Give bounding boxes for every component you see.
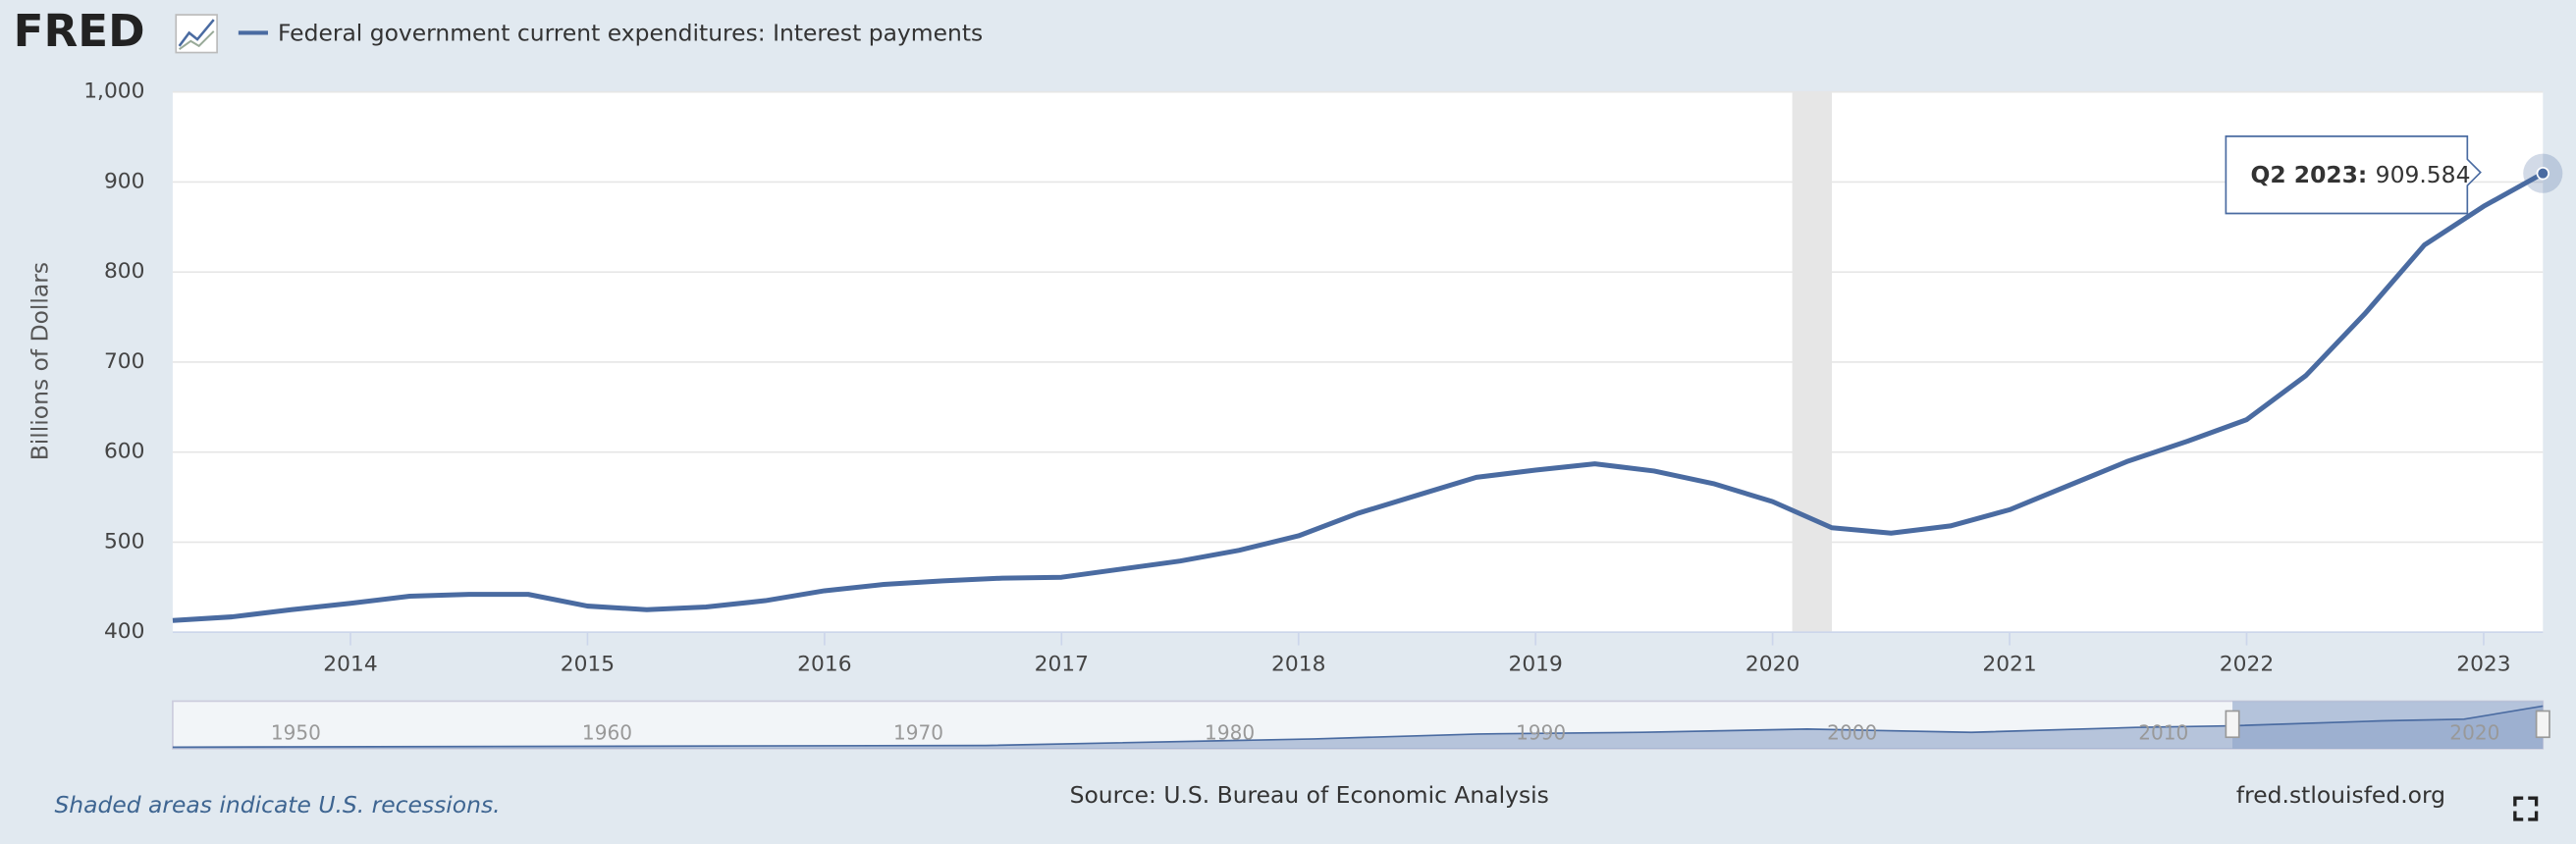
- tooltip-label: Q2 2023:: [2250, 161, 2367, 188]
- navigator-tick-label: 1970: [893, 720, 943, 744]
- x-tick-label: 2023: [2456, 653, 2510, 677]
- series-line: [172, 171, 2545, 623]
- y-axis-title: Billions of Dollars: [27, 262, 54, 460]
- source: Source: U.S. Bureau of Economic Analysis: [1070, 781, 1549, 809]
- hover-point: [2536, 166, 2549, 181]
- navigator-tick-label: 1990: [1516, 720, 1566, 744]
- logo-icon: [175, 14, 218, 54]
- y-tick-label: 600: [104, 440, 145, 464]
- logo: FRED: [14, 5, 145, 57]
- fullscreen-icon[interactable]: [2513, 796, 2539, 821]
- y-tick-label: 700: [104, 349, 145, 374]
- x-tick-label: 2019: [1509, 653, 1563, 677]
- x-tick-label: 2020: [1745, 653, 1799, 677]
- navigator-tick-label: 1950: [271, 720, 321, 744]
- x-tick-label: 2014: [323, 653, 377, 677]
- navigator-tick-label: 1980: [1205, 720, 1255, 744]
- tooltip-value: 909.584: [2376, 161, 2471, 188]
- tooltip-box: [2225, 135, 2482, 215]
- navigator-tick-label: 2020: [2449, 720, 2499, 744]
- y-tick-label: 500: [104, 529, 145, 554]
- x-tick-label: 2018: [1271, 653, 1325, 677]
- x-tick-label: 2017: [1035, 653, 1089, 677]
- x-tick-label: 2021: [1982, 653, 2036, 677]
- navigator-tick-label: 1960: [582, 720, 632, 744]
- x-tick-label: 2015: [561, 653, 615, 677]
- legend-label[interactable]: Federal government current expenditures:…: [278, 20, 983, 47]
- x-tick-label: 2016: [797, 653, 851, 677]
- tooltip-text: Q2 2023: 909.584: [2250, 161, 2470, 188]
- navigator[interactable]: [172, 700, 2550, 750]
- site-link[interactable]: fred.stlouisfed.org: [2236, 781, 2445, 809]
- recession-note: Shaded areas indicate U.S. recessions.: [54, 791, 500, 818]
- navigator-tick-label: 2010: [2138, 720, 2188, 744]
- y-tick-label: 400: [104, 619, 145, 644]
- y-tick-label: 800: [104, 259, 145, 284]
- y-tick-label: 900: [104, 169, 145, 193]
- y-tick-label: 1,000: [83, 79, 144, 104]
- navigator-tick-label: 2000: [1827, 720, 1877, 744]
- x-tick-label: 2022: [2220, 653, 2274, 677]
